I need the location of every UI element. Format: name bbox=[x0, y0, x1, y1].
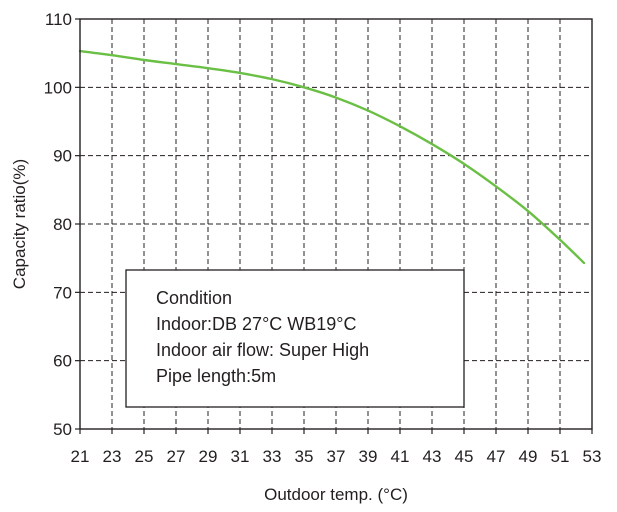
series bbox=[78, 49, 586, 265]
x-tick-label: 47 bbox=[487, 447, 506, 466]
x-tick-label: 25 bbox=[135, 447, 154, 466]
x-tick-label: 37 bbox=[327, 447, 346, 466]
x-tick-label: 21 bbox=[71, 447, 90, 466]
y-tick-label: 70 bbox=[53, 283, 72, 302]
capacity-series-line bbox=[78, 49, 586, 265]
y-axis-ticks: 50 60 70 80 90 100 110 bbox=[44, 10, 80, 439]
x-tick-label: 45 bbox=[455, 447, 474, 466]
condition-line-4: Pipe length:5m bbox=[156, 366, 276, 386]
condition-line-1: Condition bbox=[156, 288, 232, 308]
x-tick-label: 39 bbox=[359, 447, 378, 466]
y-tick-label: 100 bbox=[44, 78, 72, 97]
x-tick-label: 33 bbox=[263, 447, 282, 466]
x-tick-label: 53 bbox=[583, 447, 602, 466]
x-axis-ticks: 21 23 25 27 29 31 33 35 37 39 41 43 45 47 49 51 53 bbox=[71, 429, 602, 466]
x-tick-label: 23 bbox=[103, 447, 122, 466]
y-tick-label: 50 bbox=[53, 420, 72, 439]
y-tick-label: 110 bbox=[45, 10, 72, 29]
x-tick-label: 31 bbox=[231, 447, 250, 466]
x-tick-label: 41 bbox=[391, 447, 410, 466]
condition-box bbox=[125, 269, 465, 408]
x-axis-title: Outdoor temp. (°C) bbox=[264, 485, 408, 504]
x-tick-label: 43 bbox=[423, 447, 442, 466]
condition-text: Condition Indoor:DB 27°C WB19°C Indoor a… bbox=[156, 288, 369, 386]
y-axis-title: Capacity ratio(%) bbox=[10, 159, 29, 289]
x-tick-label: 49 bbox=[519, 447, 538, 466]
condition-line-2: Indoor:DB 27°C WB19°C bbox=[156, 314, 356, 334]
y-tick-label: 90 bbox=[53, 147, 72, 166]
x-tick-label: 51 bbox=[551, 447, 570, 466]
x-tick-label: 29 bbox=[199, 447, 218, 466]
y-tick-label: 80 bbox=[53, 215, 72, 234]
condition-line-3: Indoor air flow: Super High bbox=[156, 340, 369, 360]
x-tick-label: 27 bbox=[167, 447, 186, 466]
y-tick-label: 60 bbox=[53, 352, 72, 371]
x-tick-label: 35 bbox=[295, 447, 314, 466]
